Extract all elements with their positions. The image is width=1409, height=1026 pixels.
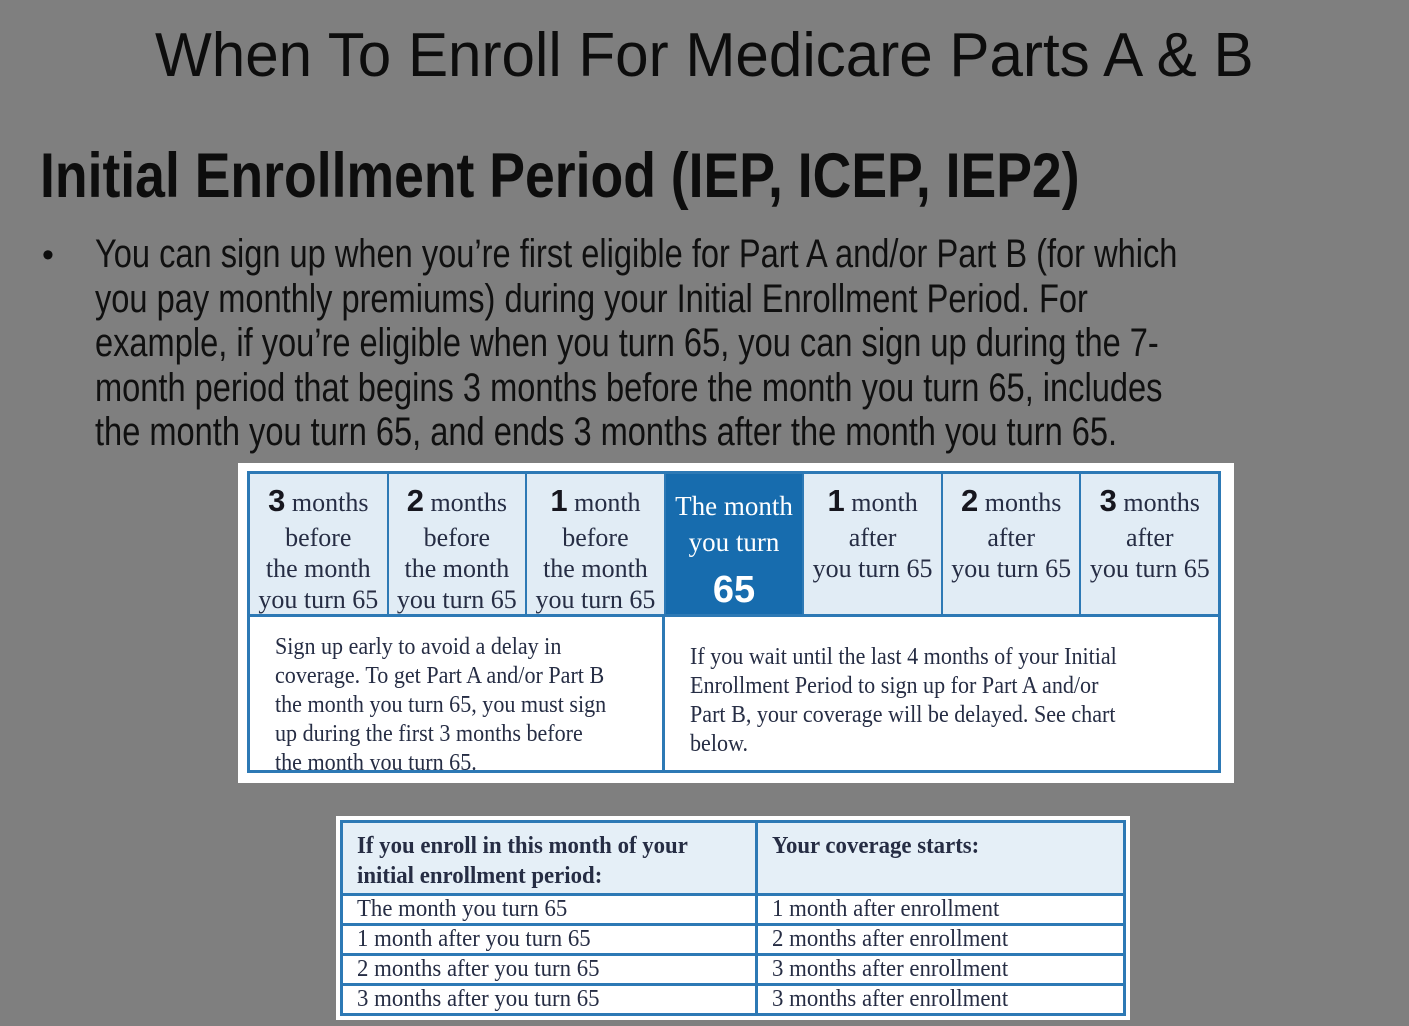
cell-line: you turn 65 xyxy=(1089,554,1210,583)
bullet-line: the month you turn 65, and ends 3 months… xyxy=(95,410,1118,454)
iep-timeline-table: 3 months before the month you turn 65 2 … xyxy=(247,471,1221,773)
slide-subtitle: Initial Enrollment Period (IEP, ICEP, IE… xyxy=(40,138,1263,214)
note-line: below. xyxy=(689,731,748,757)
bullet-line: You can sign up when you’re first eligib… xyxy=(95,232,1178,276)
cell-line: you turn xyxy=(688,527,780,557)
note-sign-up-early: Sign up early to avoid a delay in covera… xyxy=(250,617,665,770)
cell-line: the month xyxy=(404,554,510,583)
table-row: 3 months after you turn 65 3 months afte… xyxy=(343,983,1123,1013)
timeline-cell-2-months-after: 2 months after you turn 65 xyxy=(942,474,1082,614)
timeline-cell-month-you-turn-65: The month you turn 65 xyxy=(665,474,805,614)
note-line: the month you turn 65. xyxy=(275,750,477,770)
coverage-header-enroll-month: If you enroll in this month of your init… xyxy=(343,823,758,893)
cell-unit: months xyxy=(430,488,508,517)
page-title-text: When To Enroll For Medicare Parts A & B xyxy=(155,21,1254,90)
table-row: 1 month after you turn 65 2 months after… xyxy=(343,923,1123,953)
coverage-header-coverage-starts: Your coverage starts: xyxy=(758,823,1123,893)
enroll-month-cell: The month you turn 65 xyxy=(343,896,758,923)
timeline-cell-2-months-before: 2 months before the month you turn 65 xyxy=(388,474,528,614)
note-line: the month you turn 65, you must sign xyxy=(275,692,607,718)
cell-number: 3 xyxy=(1099,483,1117,518)
coverage-starts-cell: 1 month after enrollment xyxy=(771,896,1000,922)
note-line: Part B, your coverage will be delayed. S… xyxy=(689,702,1116,728)
cell-line: you turn 65 xyxy=(812,554,933,583)
coverage-starts-cell: 3 months after enrollment xyxy=(771,956,1009,982)
cell-line: after xyxy=(848,523,897,552)
cell-unit: months xyxy=(1123,488,1200,517)
bullet-marker: • xyxy=(42,236,54,274)
coverage-starts-cell: 3 months after enrollment xyxy=(771,986,1009,1012)
cell-line: you turn 65 xyxy=(951,554,1072,583)
cell-number: 1 xyxy=(550,483,568,518)
timeline-notes-row: Sign up early to avoid a delay in covera… xyxy=(250,617,1218,770)
cell-line: before xyxy=(562,523,629,552)
note-if-you-wait: If you wait until the last 4 months of y… xyxy=(665,617,1218,770)
note-line: If you wait until the last 4 months of y… xyxy=(689,644,1117,670)
coverage-table-header-row: If you enroll in this month of your init… xyxy=(343,823,1123,893)
cell-number: 3 xyxy=(268,483,286,518)
iep-timeline-figure: 3 months before the month you turn 65 2 … xyxy=(238,463,1234,783)
note-line: Enrollment Period to sign up for Part A … xyxy=(689,673,1099,699)
coverage-start-table: If you enroll in this month of your init… xyxy=(340,820,1126,1016)
bullet-line: example, if you’re eligible when you tur… xyxy=(95,321,1159,365)
cell-line: before xyxy=(285,523,352,552)
cell-line: the month xyxy=(543,554,648,583)
coverage-starts-cell: 2 months after enrollment xyxy=(771,926,1009,952)
cell-line: The month xyxy=(675,491,793,521)
timeline-cell-3-months-after: 3 months after you turn 65 xyxy=(1081,474,1219,614)
page-title: When To Enroll For Medicare Parts A & B xyxy=(0,20,1409,92)
cell-unit: month xyxy=(574,488,641,517)
enroll-month-cell: 2 months after you turn 65 xyxy=(343,956,758,983)
bullet-lines: You can sign up when you’re first eligib… xyxy=(95,232,1409,455)
timeline-cell-3-months-before: 3 months before the month you turn 65 xyxy=(250,474,389,614)
note-line: Sign up early to avoid a delay in xyxy=(275,634,562,660)
cell-line: you turn 65 xyxy=(396,585,517,614)
header-line: Your coverage starts: xyxy=(771,833,980,859)
enroll-month-cell: 1 month after you turn 65 xyxy=(343,926,758,953)
cell-line: before xyxy=(423,523,491,552)
cell-line: the month xyxy=(265,554,371,583)
table-row: 2 months after you turn 65 3 months afte… xyxy=(343,953,1123,983)
slide-subtitle-text: Initial Enrollment Period (IEP, ICEP, IE… xyxy=(40,141,1080,211)
cell-unit: month xyxy=(851,488,918,517)
note-line: up during the first 3 months before xyxy=(275,721,583,747)
bullet-line: month period that begins 3 months before… xyxy=(95,365,1163,410)
timeline-header-row: 3 months before the month you turn 65 2 … xyxy=(250,474,1219,617)
cell-unit: months xyxy=(291,488,369,517)
cell-line: after xyxy=(987,523,1035,552)
cell-line: after xyxy=(1125,523,1174,552)
coverage-start-figure: If you enroll in this month of your init… xyxy=(336,816,1130,1020)
table-row: The month you turn 65 1 month after enro… xyxy=(343,893,1123,923)
cell-number: 1 xyxy=(827,483,845,518)
cell-line: you turn 65 xyxy=(535,585,656,614)
timeline-cell-1-month-before: 1 month before the month you turn 65 xyxy=(527,474,666,614)
timeline-cell-1-month-after: 1 month after you turn 65 xyxy=(804,474,943,614)
header-line: initial enrollment period: xyxy=(357,863,603,889)
note-line: coverage. To get Part A and/or Part B xyxy=(275,663,605,689)
cell-line: you turn 65 xyxy=(258,585,379,614)
cell-number: 65 xyxy=(712,569,756,611)
bullet-line: you pay monthly premiums) during your In… xyxy=(95,276,1088,321)
cell-unit: months xyxy=(984,488,1062,517)
enroll-month-cell: 3 months after you turn 65 xyxy=(343,986,758,1013)
cell-number: 2 xyxy=(961,483,979,518)
cell-number: 2 xyxy=(406,483,424,518)
header-line: If you enroll in this month of your xyxy=(357,833,688,859)
